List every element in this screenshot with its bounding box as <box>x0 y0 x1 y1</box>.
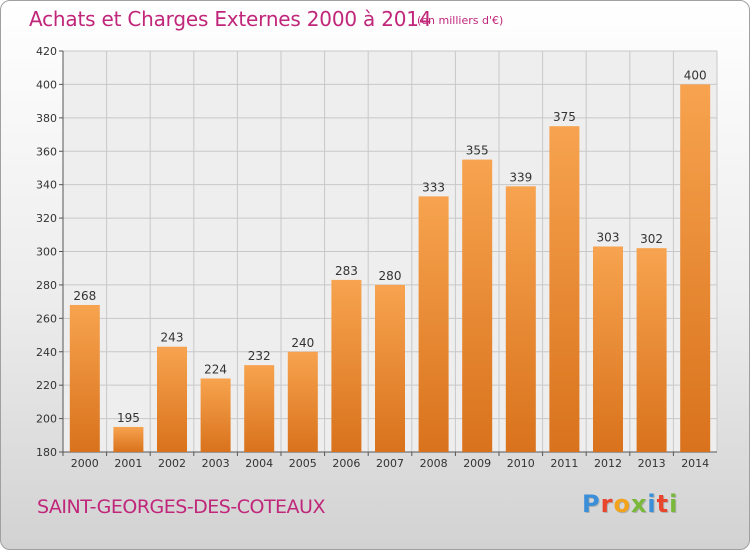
y-tick-label: 220 <box>36 379 57 392</box>
bars <box>69 84 711 453</box>
proxiti-logo: Proxiti <box>582 490 678 518</box>
data-label-2003: 224 <box>204 362 227 376</box>
y-tick-label: 320 <box>36 212 57 225</box>
data-label-2011: 375 <box>553 110 576 124</box>
bar-2009 <box>462 159 493 452</box>
data-label-2002: 243 <box>161 331 184 345</box>
logo-letter: t <box>656 490 670 518</box>
data-label-2005: 240 <box>291 336 314 350</box>
data-label-2013: 302 <box>640 232 663 246</box>
x-tick-label: 2006 <box>332 457 360 470</box>
x-tick-label: 2014 <box>681 457 709 470</box>
x-tick-label: 2009 <box>463 457 491 470</box>
bar-2013 <box>636 248 667 452</box>
logo-letter: o <box>613 490 631 518</box>
x-tick-label: 2013 <box>638 457 666 470</box>
x-tick-label: 2003 <box>202 457 230 470</box>
x-tick-label: 2011 <box>550 457 578 470</box>
x-tick-label: 2002 <box>158 457 186 470</box>
logo-letter: x <box>630 490 648 518</box>
commune-name: SAINT-GEORGES-DES-COTEAUX <box>37 496 325 518</box>
logo-letter: i <box>647 490 657 518</box>
bar-2003 <box>200 378 231 452</box>
bar-2014 <box>680 84 711 453</box>
x-tick-label: 2012 <box>594 457 622 470</box>
data-label-2000: 268 <box>73 289 96 303</box>
data-labels: 268 195 243 224 232 240 283 280 333 355 339 375 303 3… <box>73 68 706 425</box>
y-tick-label: 240 <box>36 346 57 359</box>
x-tick-label: 2007 <box>376 457 404 470</box>
data-label-2014: 400 <box>684 68 707 82</box>
x-tick-label: 2005 <box>289 457 317 470</box>
data-label-2010: 339 <box>509 170 532 184</box>
y-tick-label: 400 <box>36 78 57 91</box>
y-tick-label: 280 <box>36 279 57 292</box>
data-label-2006: 283 <box>335 264 358 278</box>
bar-2000 <box>69 304 100 452</box>
logo-letter: i <box>669 490 679 518</box>
data-label-2004: 232 <box>248 349 271 363</box>
y-tick-label: 260 <box>36 312 57 325</box>
data-label-2001: 195 <box>117 411 140 425</box>
logo-letter: P <box>582 490 601 518</box>
y-tick-label: 360 <box>36 145 57 158</box>
bar-2002 <box>157 346 187 452</box>
bar-2011 <box>549 126 580 452</box>
bar-2012 <box>593 246 623 452</box>
x-tick-label: 2010 <box>507 457 535 470</box>
y-tick-label: 340 <box>36 179 57 192</box>
bar-2006 <box>331 279 362 452</box>
y-tick-label: 180 <box>36 446 57 459</box>
bar-2004 <box>244 365 275 452</box>
x-tick-label: 2004 <box>245 457 273 470</box>
logo-letter: r <box>600 490 614 518</box>
bar-2008 <box>418 196 449 452</box>
y-tick-label: 300 <box>36 246 57 259</box>
x-tick-label: 2000 <box>71 457 99 470</box>
data-label-2007: 280 <box>379 269 402 283</box>
data-label-2012: 303 <box>597 230 620 244</box>
bar-2005 <box>287 351 318 452</box>
data-label-2009: 355 <box>466 144 489 158</box>
y-tick-label: 200 <box>36 413 57 426</box>
bar-2010 <box>505 186 536 452</box>
data-label-2008: 333 <box>422 180 445 194</box>
chart-title: Achats et Charges Externes 2000 à 2014 <box>29 7 432 31</box>
y-tick-label: 380 <box>36 112 57 125</box>
chart-subtitle: (en milliers d'€) <box>417 14 504 27</box>
x-tick-label: 2001 <box>114 457 142 470</box>
y-tick-label: 420 <box>36 45 57 58</box>
bar-2007 <box>375 284 405 452</box>
bar-2001 <box>113 426 144 452</box>
x-tick-label: 2008 <box>420 457 448 470</box>
